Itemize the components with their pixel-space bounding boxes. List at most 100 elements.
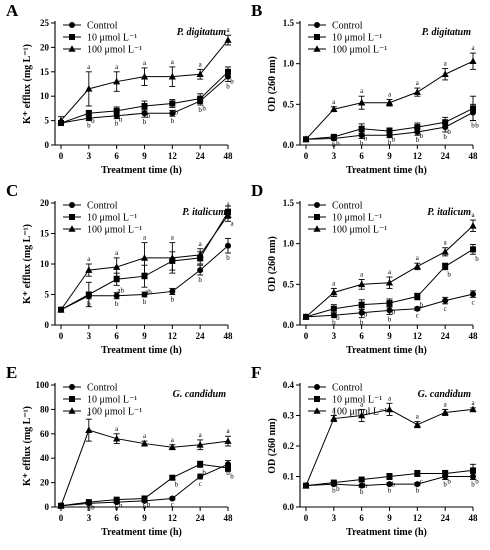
marker-triangle xyxy=(224,211,232,218)
y-tick-label: 10 xyxy=(40,259,50,269)
marker-square xyxy=(470,246,476,253)
marker-triangle xyxy=(358,280,366,288)
legend-label: Control xyxy=(332,201,363,212)
x-tick-label: 6 xyxy=(359,151,364,161)
y-axis-label: K⁺ efflux (mg L⁻¹) xyxy=(22,406,33,486)
significance-label: b xyxy=(447,128,451,136)
significance-label: b xyxy=(171,117,175,125)
marker-square xyxy=(69,396,75,402)
legend-entry: 10 μmol L⁻¹ xyxy=(308,395,382,406)
marker-triangle xyxy=(85,266,93,273)
x-tick-label: 24 xyxy=(196,151,206,161)
marker-square xyxy=(113,276,120,283)
x-tick-label: 48 xyxy=(224,331,234,341)
significance-label: a xyxy=(388,394,392,402)
significance-label: b xyxy=(147,500,151,508)
significance-label: a xyxy=(332,407,336,415)
significance-label: b xyxy=(447,271,451,279)
x-tick-label: 9 xyxy=(142,331,147,341)
significance-label: b xyxy=(226,254,230,262)
significance-label: a xyxy=(416,254,420,262)
legend-label: 10 μmol L⁻¹ xyxy=(87,33,137,44)
significance-label: b xyxy=(115,120,119,128)
y-tick-label: 40 xyxy=(40,453,50,463)
marker-circle xyxy=(414,128,421,135)
x-tick-label: 3 xyxy=(87,151,92,161)
marker-triangle xyxy=(302,313,310,320)
marker-square xyxy=(85,499,92,506)
marker-square xyxy=(225,68,231,75)
legend-entry: Control xyxy=(63,201,118,212)
x-axis-label: Treatment time (h) xyxy=(346,165,427,176)
panel-letter: F xyxy=(251,363,261,382)
significance-label: b xyxy=(115,300,119,308)
marker-triangle xyxy=(85,85,93,92)
y-tick-label: 20 xyxy=(40,198,50,208)
significance-label: b xyxy=(416,136,420,144)
x-tick-label: 6 xyxy=(359,331,364,341)
y-tick-label: 0.5 xyxy=(283,279,295,289)
x-tick-label: 12 xyxy=(413,331,423,341)
marker-triangle xyxy=(330,288,338,296)
significance-label: b xyxy=(332,141,336,149)
significance-label: b xyxy=(388,315,392,323)
significance-label: c xyxy=(171,501,174,509)
x-tick-label: 3 xyxy=(87,513,92,523)
significance-label: a xyxy=(360,270,364,278)
significance-label: b xyxy=(364,135,368,143)
significance-label: b xyxy=(388,487,392,495)
legend-entry: 100 μmol L⁻¹ xyxy=(308,45,387,56)
marker-triangle xyxy=(358,98,366,106)
series-triangle: a a a a a a xyxy=(302,44,477,143)
significance-label: b xyxy=(475,122,479,130)
marker-triangle xyxy=(68,407,76,414)
x-tick-label: 12 xyxy=(168,331,178,341)
significance-label: a xyxy=(199,60,203,68)
significance-label: a xyxy=(416,79,420,87)
marker-square xyxy=(442,119,449,126)
significance-label: a xyxy=(143,234,147,242)
y-tick-label: 10 xyxy=(40,91,50,101)
significance-label: b xyxy=(392,481,396,489)
significance-label: b xyxy=(91,504,95,512)
marker-circle xyxy=(314,22,320,28)
significance-label: c xyxy=(420,478,423,486)
marker-square xyxy=(330,133,337,140)
significance-label: b xyxy=(143,503,147,511)
significance-label: a xyxy=(87,255,91,263)
species-label: P. digitatum xyxy=(177,27,226,38)
marker-triangle xyxy=(168,254,176,261)
legend-label: Control xyxy=(332,21,363,32)
legend-label: 10 μmol L⁻¹ xyxy=(332,395,382,406)
significance-label: a xyxy=(171,436,175,444)
marker-circle xyxy=(414,305,421,312)
marker-square xyxy=(330,305,337,312)
x-tick-label: 12 xyxy=(168,151,178,161)
marker-square xyxy=(141,102,148,109)
marker-triangle xyxy=(140,254,149,261)
significance-label: b xyxy=(91,117,95,125)
legend-label: 10 μmol L⁻¹ xyxy=(87,395,137,406)
x-axis-label: Treatment time (h) xyxy=(346,345,427,356)
x-tick-label: 0 xyxy=(59,151,64,161)
legend-entry: 10 μmol L⁻¹ xyxy=(63,33,137,44)
marker-triangle xyxy=(413,420,421,428)
legend-label: Control xyxy=(87,201,118,212)
legend-entry: 100 μmol L⁻¹ xyxy=(308,407,387,418)
x-tick-label: 24 xyxy=(441,331,451,341)
x-axis-label: Treatment time (h) xyxy=(346,527,427,538)
significance-label: b xyxy=(332,487,336,495)
significance-label: a xyxy=(115,63,119,71)
panel-letter: D xyxy=(251,181,263,200)
significance-label: b xyxy=(336,314,340,322)
marker-triangle xyxy=(413,262,421,270)
significance-label: a xyxy=(171,234,175,242)
marker-square xyxy=(113,107,120,114)
marker-square xyxy=(169,100,176,107)
significance-label: a xyxy=(444,60,448,68)
x-axis-label: Treatment time (h) xyxy=(101,165,182,176)
marker-triangle xyxy=(68,45,76,52)
marker-circle xyxy=(442,297,449,304)
